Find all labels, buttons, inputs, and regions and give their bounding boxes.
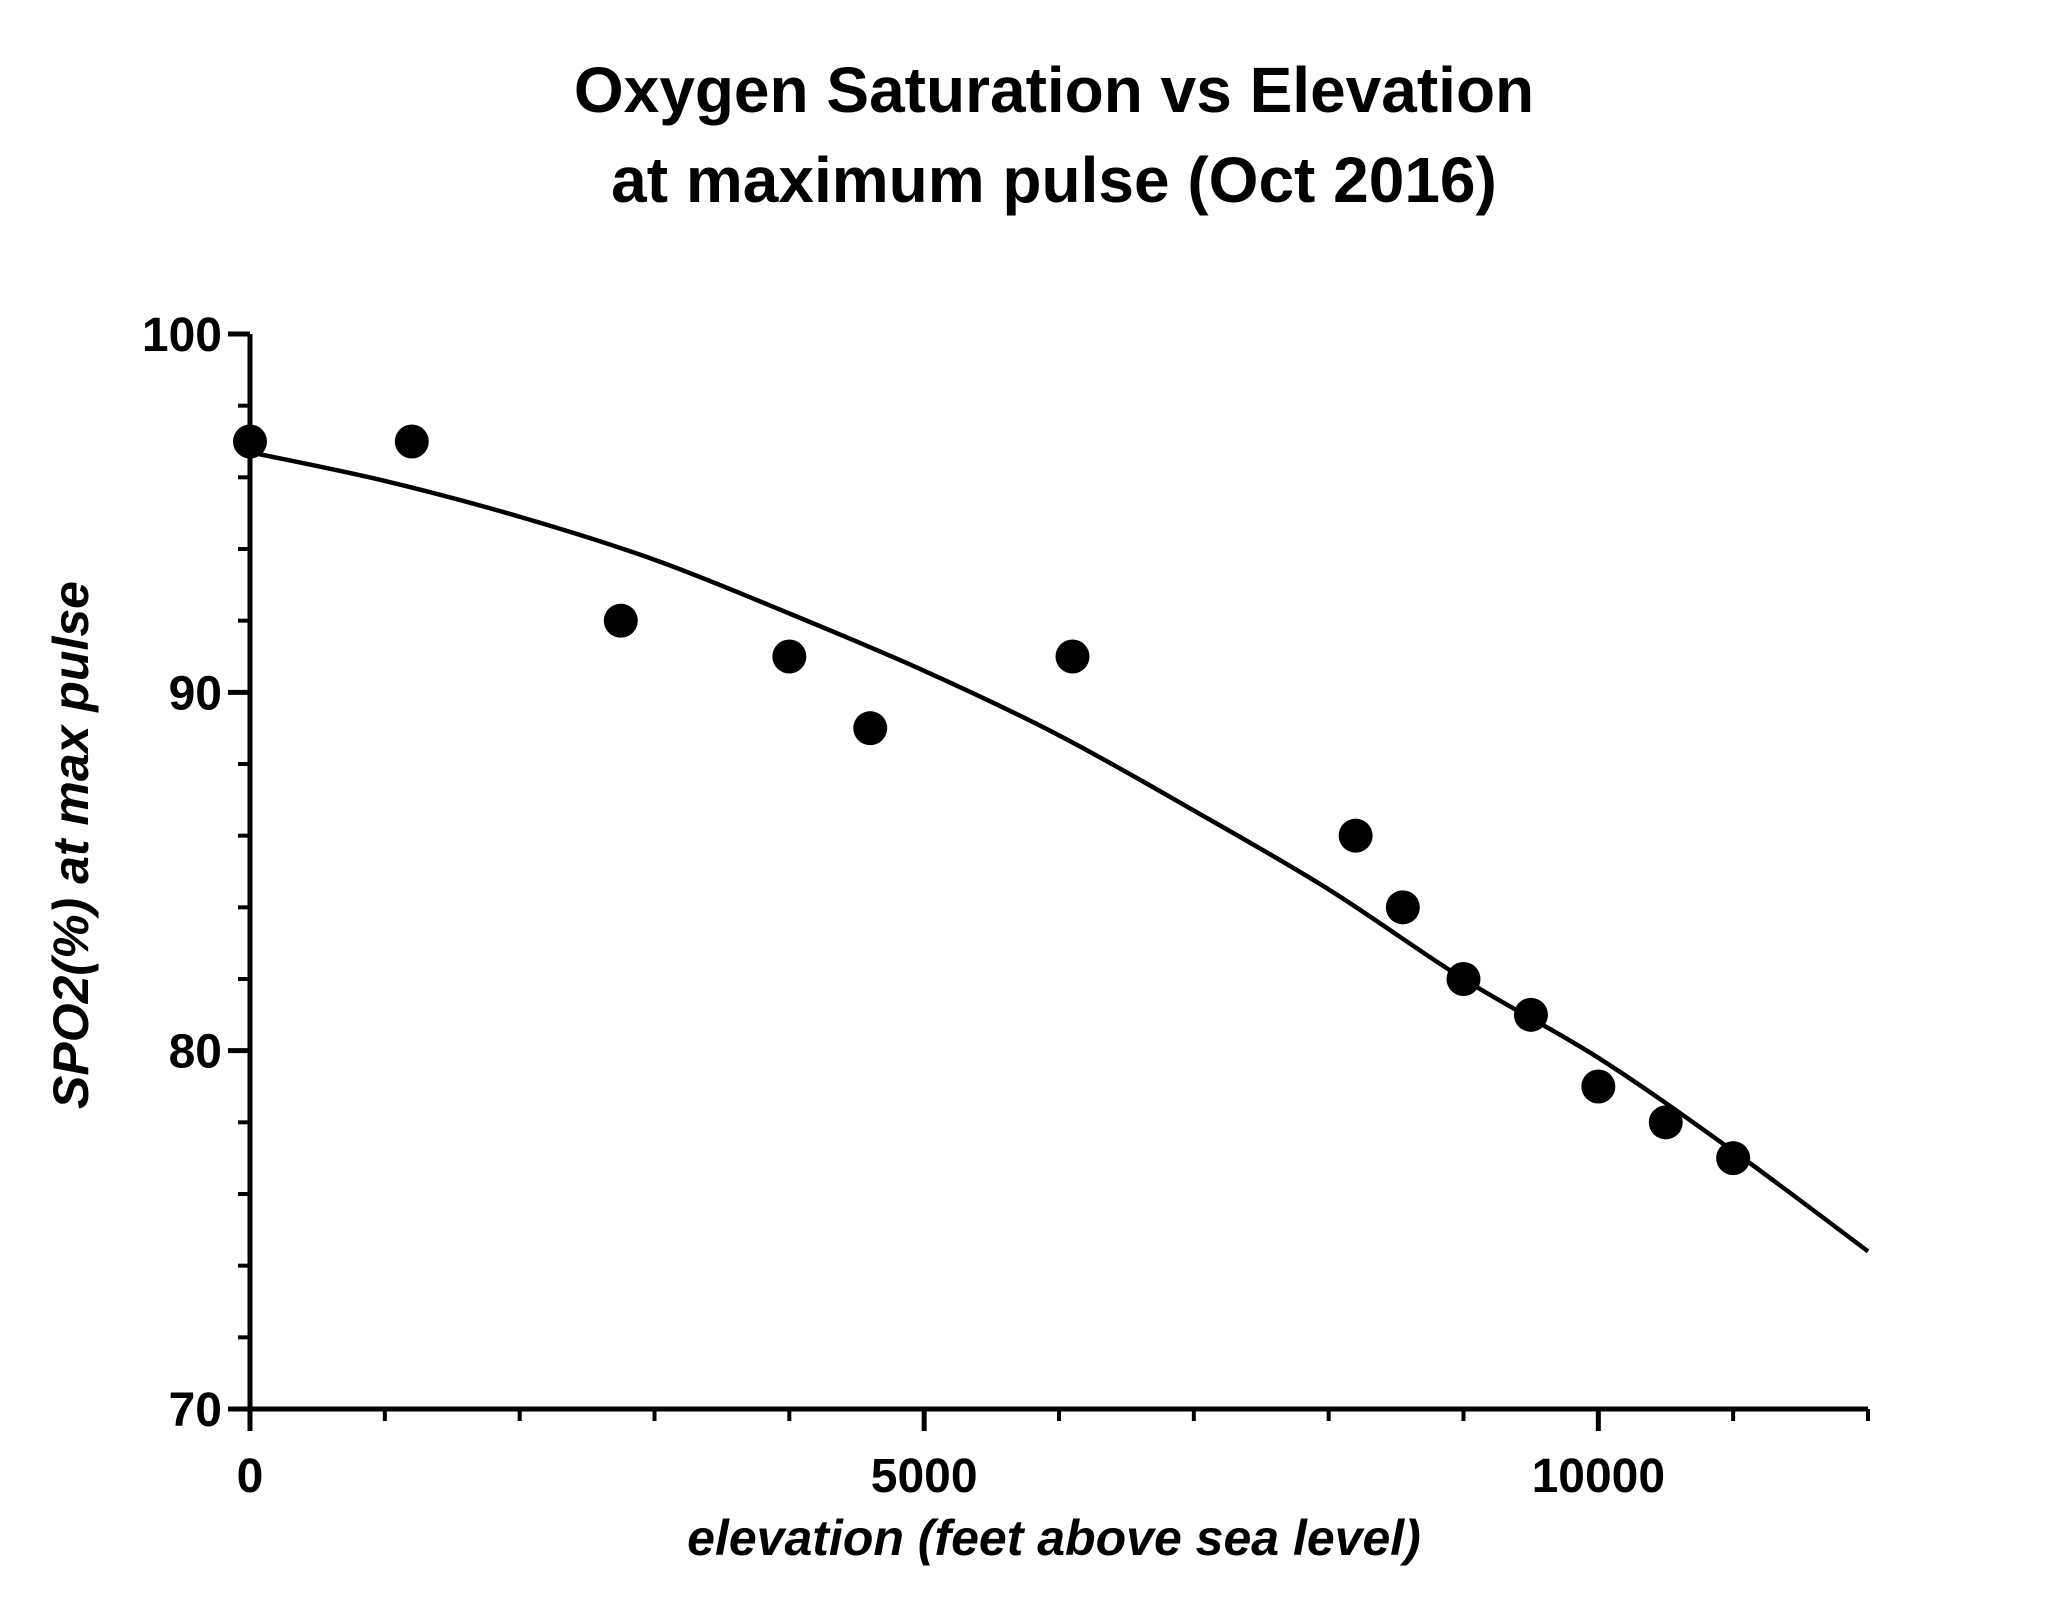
data-point [1055, 639, 1090, 674]
y-tick-label: 100 [142, 309, 222, 362]
x-tick-label: 10000 [1532, 1450, 1665, 1503]
y-axis-title: SPO2(%) at max pulse [43, 581, 99, 1109]
x-tick-label: 0 [237, 1450, 264, 1503]
chart-title: Oxygen Saturation vs Elevation [574, 54, 1534, 126]
data-point [1385, 890, 1420, 925]
data-point [603, 603, 638, 638]
y-tick-label: 80 [169, 1026, 222, 1079]
y-tick-label: 70 [169, 1384, 222, 1437]
data-point [1648, 1105, 1683, 1140]
data-point [1581, 1069, 1616, 1104]
data-point [233, 424, 267, 459]
axes: 0 5000 10000 70 80 90 100 [142, 309, 1870, 1503]
x-axis-title: elevation (feet above sea level) [687, 1510, 1421, 1566]
y-tick-label: 90 [169, 667, 222, 720]
data-point [1446, 962, 1481, 996]
data-points-layer [233, 424, 1751, 1176]
fit-curve-layer [249, 450, 1870, 1254]
data-point [853, 711, 888, 746]
data-point [1716, 1141, 1751, 1176]
data-point [772, 639, 807, 674]
x-tick-label: 5000 [871, 1450, 978, 1503]
chart-subtitle: at maximum pulse (Oct 2016) [611, 144, 1497, 216]
data-point [1338, 818, 1373, 853]
fit-curve-line [249, 450, 1870, 1254]
data-point [1513, 997, 1548, 1032]
data-point [394, 424, 429, 459]
